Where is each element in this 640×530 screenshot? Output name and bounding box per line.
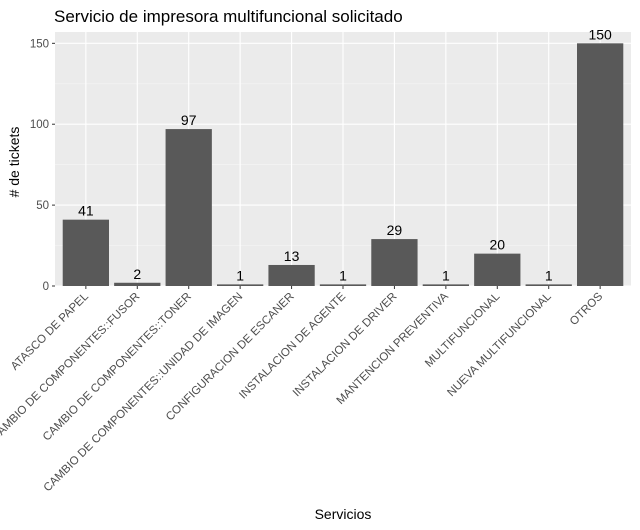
y-tick-label: 50 xyxy=(36,200,49,212)
data-label: 20 xyxy=(489,237,505,253)
data-labels: 41 2 97 1 13 1 29 1 20 1 150 xyxy=(78,26,612,283)
data-label: 150 xyxy=(588,26,612,42)
data-label: 41 xyxy=(78,203,94,219)
data-label: 1 xyxy=(442,267,450,283)
y-tick-label: 0 xyxy=(43,281,49,293)
data-label: 2 xyxy=(133,266,141,282)
y-tick-label: 150 xyxy=(30,38,49,50)
bar xyxy=(217,284,264,286)
y-tick-label: 100 xyxy=(30,119,49,131)
bar xyxy=(165,129,212,286)
bar xyxy=(525,284,572,286)
bar xyxy=(474,253,521,286)
bar xyxy=(577,43,624,286)
x-tick-label: INSTALACION DE DRIVER xyxy=(291,291,400,400)
bar xyxy=(422,284,469,286)
chart-title: Servicio de impresora multifuncional sol… xyxy=(54,7,403,26)
data-label: 1 xyxy=(339,267,347,283)
data-label: 1 xyxy=(545,267,553,283)
bar xyxy=(62,219,109,286)
x-tick-label: OTROS xyxy=(568,290,606,328)
x-axis-title: Servicios xyxy=(315,506,372,522)
bar xyxy=(268,264,315,286)
bars xyxy=(62,43,624,286)
y-axis-title: # de tickets xyxy=(6,127,22,198)
data-label: 29 xyxy=(387,222,403,238)
y-axis: 0 50 100 150 xyxy=(30,38,55,293)
x-tick-label: INSTALACION DE AGENTE xyxy=(237,290,348,401)
x-tick-label: MANTENCION PREVENTIVA xyxy=(335,290,452,407)
data-label: 1 xyxy=(236,267,244,283)
x-tick-label: CAMBIO DE COMPONENTES::UNIDAD DE IMAGEN xyxy=(42,291,246,495)
data-label: 13 xyxy=(284,248,300,264)
x-tick-label: NUEVA MULTIFUNCIONAL xyxy=(445,290,554,399)
bar xyxy=(114,282,161,286)
bar xyxy=(371,239,418,286)
bar xyxy=(319,284,367,286)
data-label: 97 xyxy=(181,112,197,128)
